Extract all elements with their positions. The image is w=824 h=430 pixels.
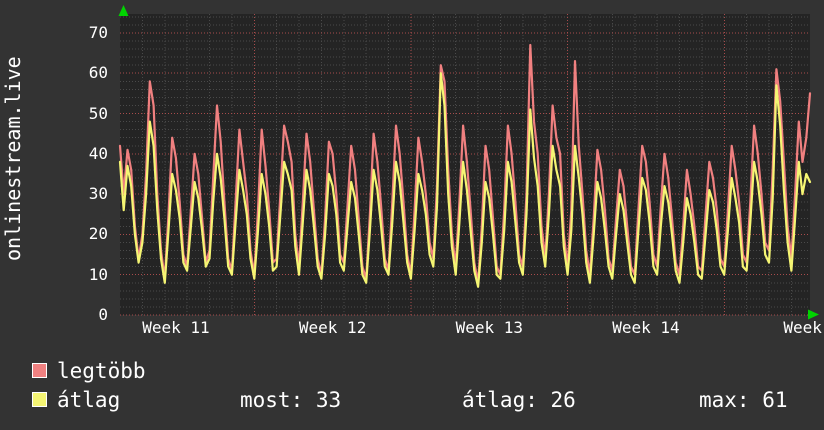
legend-swatch-legtobb [32, 363, 47, 378]
stat-most-value: 33 [315, 388, 342, 412]
stat-atlag: átlag: 26 [462, 389, 576, 411]
stat-atlag-value: 26 [550, 388, 576, 412]
y-tick-70: 70 [88, 22, 108, 42]
stat-atlag-label: átlag: [462, 388, 538, 412]
x-tick-week-0: Week 11 [142, 318, 210, 337]
y-axis-vertical-title: onlinestream.live [1, 56, 25, 261]
x-tick-week-1: Week 12 [298, 318, 367, 337]
legend-label-legtobb: legtöbb [57, 359, 146, 383]
x-tick-week-2: Week 13 [455, 318, 523, 337]
x-tick-week-4: Week [783, 318, 822, 337]
legend-swatch-atlag [32, 392, 47, 407]
y-tick-20: 20 [88, 224, 108, 244]
legend-label-atlag: átlag [57, 388, 121, 412]
x-tick-week-3: Week 14 [612, 318, 680, 337]
stat-max-value: 61 [762, 388, 788, 412]
y-tick-40: 40 [88, 143, 108, 163]
y-tick-30: 30 [88, 184, 108, 204]
y-tick-60: 60 [88, 63, 108, 83]
stat-max: max: 61 [699, 389, 788, 411]
stat-most-label: most: [240, 388, 304, 412]
y-tick-10: 10 [88, 264, 108, 284]
y-tick-50: 50 [88, 103, 108, 123]
stat-max-label: max: [699, 388, 750, 412]
y-tick-0: 0 [98, 305, 108, 324]
stat-most: most: 33 [240, 389, 341, 411]
